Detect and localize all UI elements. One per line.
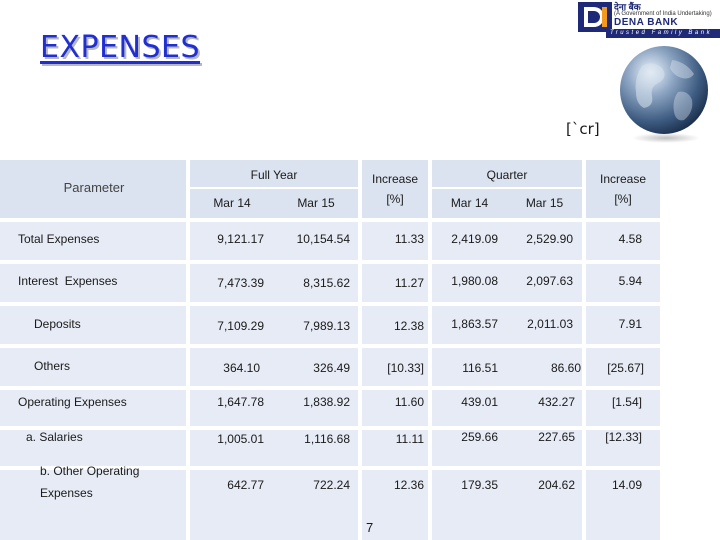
cell-fy-inc: 11.11: [395, 432, 424, 446]
header-parameter-cell: [0, 160, 186, 218]
row-label-other-operating-line1: b. Other Operating: [40, 464, 140, 478]
cell-fy-inc: 12.36: [393, 478, 424, 492]
fy-increase-header: Increase: [371, 172, 419, 186]
cell-q15: 204.62: [538, 478, 575, 492]
slide-title: EXPENSES: [40, 30, 201, 65]
cell-q14: 1,980.08: [451, 274, 498, 288]
cell-q15: 2,097.63: [526, 274, 573, 288]
cell-fy14: 1,005.01: [217, 432, 264, 446]
row-label-other-operating-line2: Expenses: [40, 486, 93, 500]
fy-mar15-header: Mar 15: [297, 196, 335, 210]
cell-fy15: 7,989.13: [303, 319, 350, 333]
row-label-deposits: Deposits: [34, 317, 81, 331]
cell-fy-inc: [10.33]: [387, 361, 424, 375]
cell-fy14: 642.77: [227, 478, 264, 492]
page-number: 7: [366, 520, 374, 535]
cell-fy14: 1,647.78: [217, 395, 264, 409]
cell-q-inc: 5.94: [618, 274, 642, 288]
cell-q15: 86.60: [550, 361, 581, 375]
q-increase-header: Increase: [599, 172, 647, 186]
row-label-others: Others: [34, 359, 71, 373]
q-increase-unit: [%]: [614, 192, 632, 206]
cell-q15: 227.65: [538, 430, 575, 444]
cell-fy15: 8,315.62: [303, 276, 350, 290]
full-year-header: Full Year: [250, 168, 298, 182]
cell-q-inc: [12.33]: [605, 430, 642, 444]
fy-mar14-header: Mar 14: [213, 196, 251, 210]
cell-q14: 116.51: [462, 361, 498, 375]
cell-q-inc: 7.91: [618, 317, 642, 331]
parameter-header: Parameter: [63, 180, 125, 195]
logo-hindi-name: देना बैंक: [614, 2, 641, 12]
cell-q14: 439.01: [461, 395, 498, 409]
cell-fy15: 1,116.68: [304, 432, 350, 446]
cell-fy14: 7,473.39: [217, 276, 264, 290]
cell-q14: 2,419.09: [451, 232, 498, 246]
cell-q15: 432.27: [538, 395, 575, 409]
fy-increase-unit: [%]: [386, 192, 404, 206]
cell-fy-inc: 11.27: [394, 276, 424, 290]
cell-fy-inc: 11.33: [394, 232, 424, 246]
q-mar14-header: Mar 14: [450, 196, 489, 210]
row-label-total-expenses: Total Expenses: [18, 232, 100, 246]
cell-fy-inc: 11.60: [394, 395, 424, 409]
cell-q15: 2,529.90: [526, 232, 573, 246]
table-background: [0, 160, 660, 540]
cell-fy15: 10,154.54: [296, 232, 350, 246]
currency-unit-label: [`cr]: [566, 120, 600, 138]
cell-q-inc: [1.54]: [611, 395, 642, 409]
header-increase-q-cell: [586, 160, 660, 218]
header-increase-cell: [362, 160, 428, 218]
cell-q14: 259.66: [461, 430, 498, 444]
bank-emblem-icon: [578, 2, 612, 32]
cell-fy15: 722.24: [313, 478, 350, 492]
cell-q-inc: 14.09: [611, 478, 642, 492]
row-label-salaries: a. Salaries: [26, 430, 83, 444]
cell-q-inc: [25.67]: [607, 361, 644, 375]
expenses-table: Parameter Full Year Mar 14 Mar 15 Increa…: [0, 160, 660, 540]
logo-subtitle: (A Government of India Undertaking): [614, 11, 712, 17]
cell-fy-inc: 12.38: [393, 319, 424, 333]
globe-icon: [620, 46, 708, 143]
row-label-interest-expenses: Interest Expenses: [18, 274, 118, 288]
cell-fy15: 326.49: [313, 361, 350, 375]
cell-fy14: 364.10: [223, 361, 260, 375]
q-mar15-header: Mar 15: [525, 196, 564, 210]
cell-fy14: 9,121.17: [217, 232, 264, 246]
quarter-header: Quarter: [486, 168, 528, 182]
dena-bank-logo: देना बैंक (A Government of India Underta…: [576, 0, 720, 38]
logo-bank-name: DENA BANK: [614, 17, 679, 28]
cell-q14: 1,863.57: [451, 317, 498, 331]
row-label-operating-expenses: Operating Expenses: [18, 395, 127, 409]
cell-q15: 2,011.03: [527, 317, 573, 331]
cell-fy14: 7,109.29: [217, 319, 264, 333]
cell-fy15: 1,838.92: [303, 395, 350, 409]
logo-tagline: Trusted Family Bank: [606, 29, 720, 38]
cell-q-inc: 4.58: [618, 232, 642, 246]
cell-q14: 179.35: [461, 478, 498, 492]
